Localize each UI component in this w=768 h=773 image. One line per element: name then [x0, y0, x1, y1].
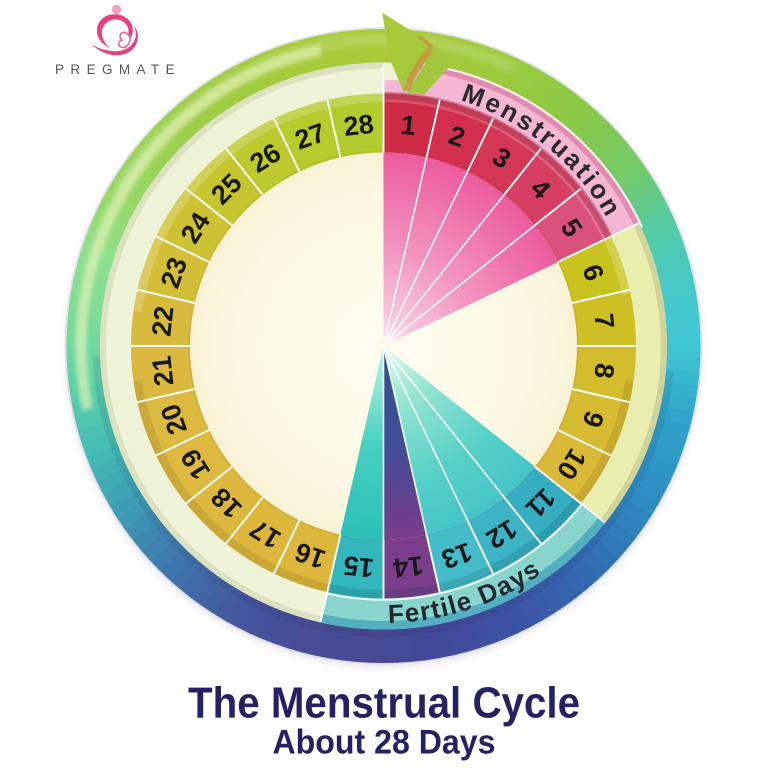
svg-text:The Menstrual Cycle: The Menstrual Cycle: [188, 679, 580, 728]
svg-text:21: 21: [146, 354, 179, 387]
svg-text:About 28 Days: About 28 Days: [273, 724, 496, 762]
svg-text:1: 1: [399, 110, 417, 141]
svg-text:28: 28: [342, 109, 375, 142]
svg-text:15: 15: [342, 550, 375, 583]
svg-text:7: 7: [588, 312, 619, 330]
svg-text:8: 8: [588, 362, 619, 380]
svg-text:14: 14: [392, 550, 425, 583]
svg-text:22: 22: [146, 305, 179, 338]
svg-text:PREGMATE: PREGMATE: [55, 62, 181, 77]
